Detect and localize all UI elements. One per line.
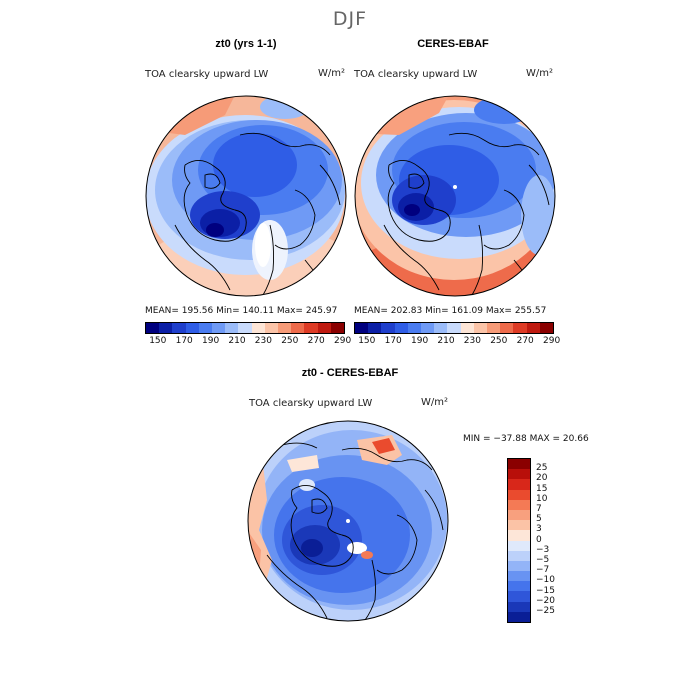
colorbar-tick-label: 190 [411,336,429,346]
colorbar-tick-label: 25 [536,463,548,474]
colorbar-swatch [304,323,318,333]
colorbar-swatch [539,323,554,333]
panel-3-units: W/m² [421,397,449,408]
panel-2-title: CERES-EBAF [417,38,489,50]
colorbar-tick-label: 150 [149,336,167,346]
colorbar-tick-label: 150 [358,336,376,346]
panel-2-field-label: TOA clearsky upward LW [354,69,478,80]
colorbar-tick-label: 270 [307,336,325,346]
colorbar-swatch [508,540,530,551]
colorbar-swatch [508,520,530,531]
colorbar-tick-label: 250 [490,336,508,346]
colorbar-swatch [291,323,305,333]
panel-1-title: zt0 (yrs 1-1) [215,38,277,50]
colorbar-swatch [159,323,173,333]
colorbar-observation-labels: 150 170 190 210 230 250 270 290 [354,336,560,348]
colorbar-tick-label: 0 [536,534,542,545]
colorbar-swatch [473,323,488,333]
panel-3-stats: MIN = −37.88 MAX = 20.66 [463,434,589,444]
season-title: DJF [332,8,368,30]
colorbar-swatch [278,323,292,333]
colorbar-swatch [407,323,422,333]
colorbar-tick-label: 290 [543,336,561,346]
colorbar-tick-label: 15 [536,483,548,494]
colorbar-swatch [508,571,530,582]
panel-2-units: W/m² [526,68,554,79]
colorbar-observation [354,322,554,334]
colorbar-tick-label: −15 [536,585,555,596]
colorbar-swatch [500,323,514,333]
map-model [145,95,347,297]
colorbar-tick-label: 7 [536,504,542,514]
colorbar-swatch [508,611,530,622]
panel-2-stats: MEAN= 202.83 Min= 161.09 Max= 255.57 [354,306,547,316]
colorbar-swatch [508,530,530,541]
panel-1-field-label: TOA clearsky upward LW [145,69,269,80]
colorbar-swatch [508,601,530,612]
colorbar-swatch [251,323,265,333]
colorbar-tick-label: −10 [536,575,555,586]
colorbar-tick-label: −25 [536,606,555,616]
colorbar-tick-label: 3 [536,524,542,535]
colorbar-tick-label: −3 [536,544,550,555]
colorbar-tick-label: −5 [536,555,550,565]
colorbar-swatch [487,323,501,333]
colorbar-swatch [434,323,448,333]
colorbar-swatch [508,499,530,510]
colorbar-tick-label: 230 [254,336,272,346]
colorbar-tick-label: 270 [516,336,534,346]
colorbar-swatch [526,323,540,333]
colorbar-tick-label: 230 [463,336,481,346]
colorbar-tick-label: 290 [334,336,352,346]
panel-1-units: W/m² [318,68,346,79]
map-difference [247,420,449,622]
colorbar-swatch [508,509,530,521]
colorbar-tick-label: 10 [536,493,548,504]
colorbar-swatch [508,459,530,470]
panel-3-field-label: TOA clearsky upward LW [249,398,373,409]
colorbar-swatch [447,323,461,333]
colorbar-swatch [508,581,530,592]
colorbar-swatch [508,469,530,480]
colorbar-tick-label: 170 [175,336,193,346]
colorbar-swatch [172,323,186,333]
colorbar-swatch [421,323,435,333]
colorbar-swatch [394,323,408,333]
colorbar-tick-label: 5 [536,514,542,525]
colorbar-swatch [355,323,369,333]
map-observation [354,95,556,297]
colorbar-tick-label: 20 [536,473,548,484]
colorbar-swatch [368,323,382,333]
colorbar-tick-label: 250 [281,336,299,346]
colorbar-swatch [264,323,279,333]
colorbar-swatch [460,323,474,333]
colorbar-difference [507,458,531,623]
colorbar-swatch [508,479,530,490]
colorbar-swatch [238,323,252,333]
colorbar-swatch [198,323,213,333]
colorbar-tick-label: −20 [536,595,555,606]
colorbar-swatch [508,489,530,500]
colorbar-tick-label: 190 [202,336,220,346]
colorbar-tick-label: −7 [536,565,550,576]
colorbar-tick-label: 210 [228,336,246,346]
colorbar-swatch [225,323,239,333]
colorbar-swatch [317,323,331,333]
colorbar-model-labels: 150 170 190 210 230 250 270 290 [145,336,351,348]
panel-1-stats: MEAN= 195.56 Min= 140.11 Max= 245.97 [145,306,338,316]
colorbar-tick-label: 210 [437,336,455,346]
colorbar-swatch [185,323,199,333]
colorbar-swatch [146,323,160,333]
colorbar-swatch [508,591,530,602]
colorbar-tick-label: 170 [384,336,402,346]
colorbar-swatch [508,550,530,561]
colorbar-model [145,322,345,334]
colorbar-swatch [212,323,226,333]
colorbar-swatch [381,323,395,333]
colorbar-swatch [513,323,527,333]
panel-3-title: zt0 - CERES-EBAF [301,367,399,379]
colorbar-swatch [330,323,345,333]
colorbar-swatch [508,560,530,572]
